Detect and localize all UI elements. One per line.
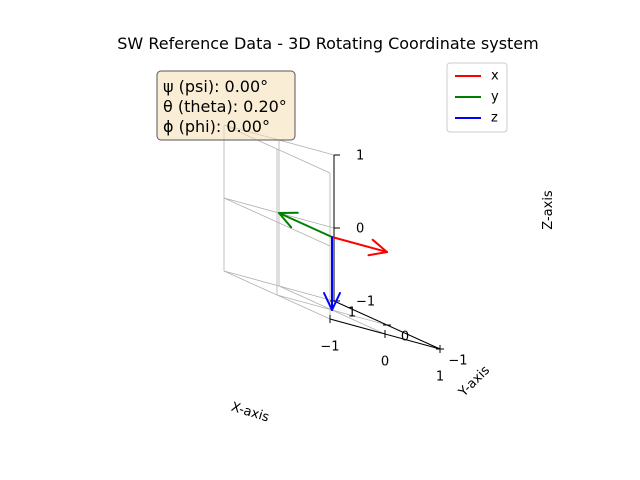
legend-label-y: y: [491, 90, 499, 105]
z-tick-label: 0: [356, 222, 364, 237]
side-wall-grid-line: [223, 197, 331, 247]
vector-x: [331, 236, 388, 253]
x-tick-label: 1: [436, 370, 444, 385]
vector-z-head: [331, 292, 341, 311]
x-tick-label: 0: [381, 355, 389, 370]
angle-phi-label: ϕ (phi): 0.00°: [163, 117, 270, 136]
z-axis-label: Z-axis: [541, 190, 556, 230]
vector-z-head: [323, 292, 333, 311]
legend-label-z: z: [491, 111, 498, 126]
vector-x-head: [367, 251, 388, 257]
angle-info-box: ψ (psi): 0.00° θ (theta): 0.20° ϕ (phi):…: [156, 70, 296, 141]
legend-label-x: x: [491, 69, 499, 84]
angle-theta-label: θ (theta): 0.20°: [163, 97, 287, 116]
z-tick-label: 1: [356, 149, 364, 164]
vector-series: [278, 211, 388, 311]
vector-x-head: [371, 238, 388, 253]
vector-y-head: [278, 212, 293, 229]
y-tick-label: 1: [348, 306, 356, 321]
x-tick-label: −1: [320, 340, 339, 355]
y-tick-label: −1: [448, 354, 467, 369]
y-tick-label: 0: [401, 330, 409, 345]
angle-psi-label: ψ (psi): 0.00°: [163, 77, 268, 96]
vector-y: [278, 212, 333, 238]
z-tick-label: −1: [356, 295, 375, 310]
legend: xyz: [446, 62, 508, 133]
chart-title: SW Reference Data - 3D Rotating Coordina…: [117, 34, 538, 53]
tick-labels: −101−101−101: [320, 149, 467, 385]
